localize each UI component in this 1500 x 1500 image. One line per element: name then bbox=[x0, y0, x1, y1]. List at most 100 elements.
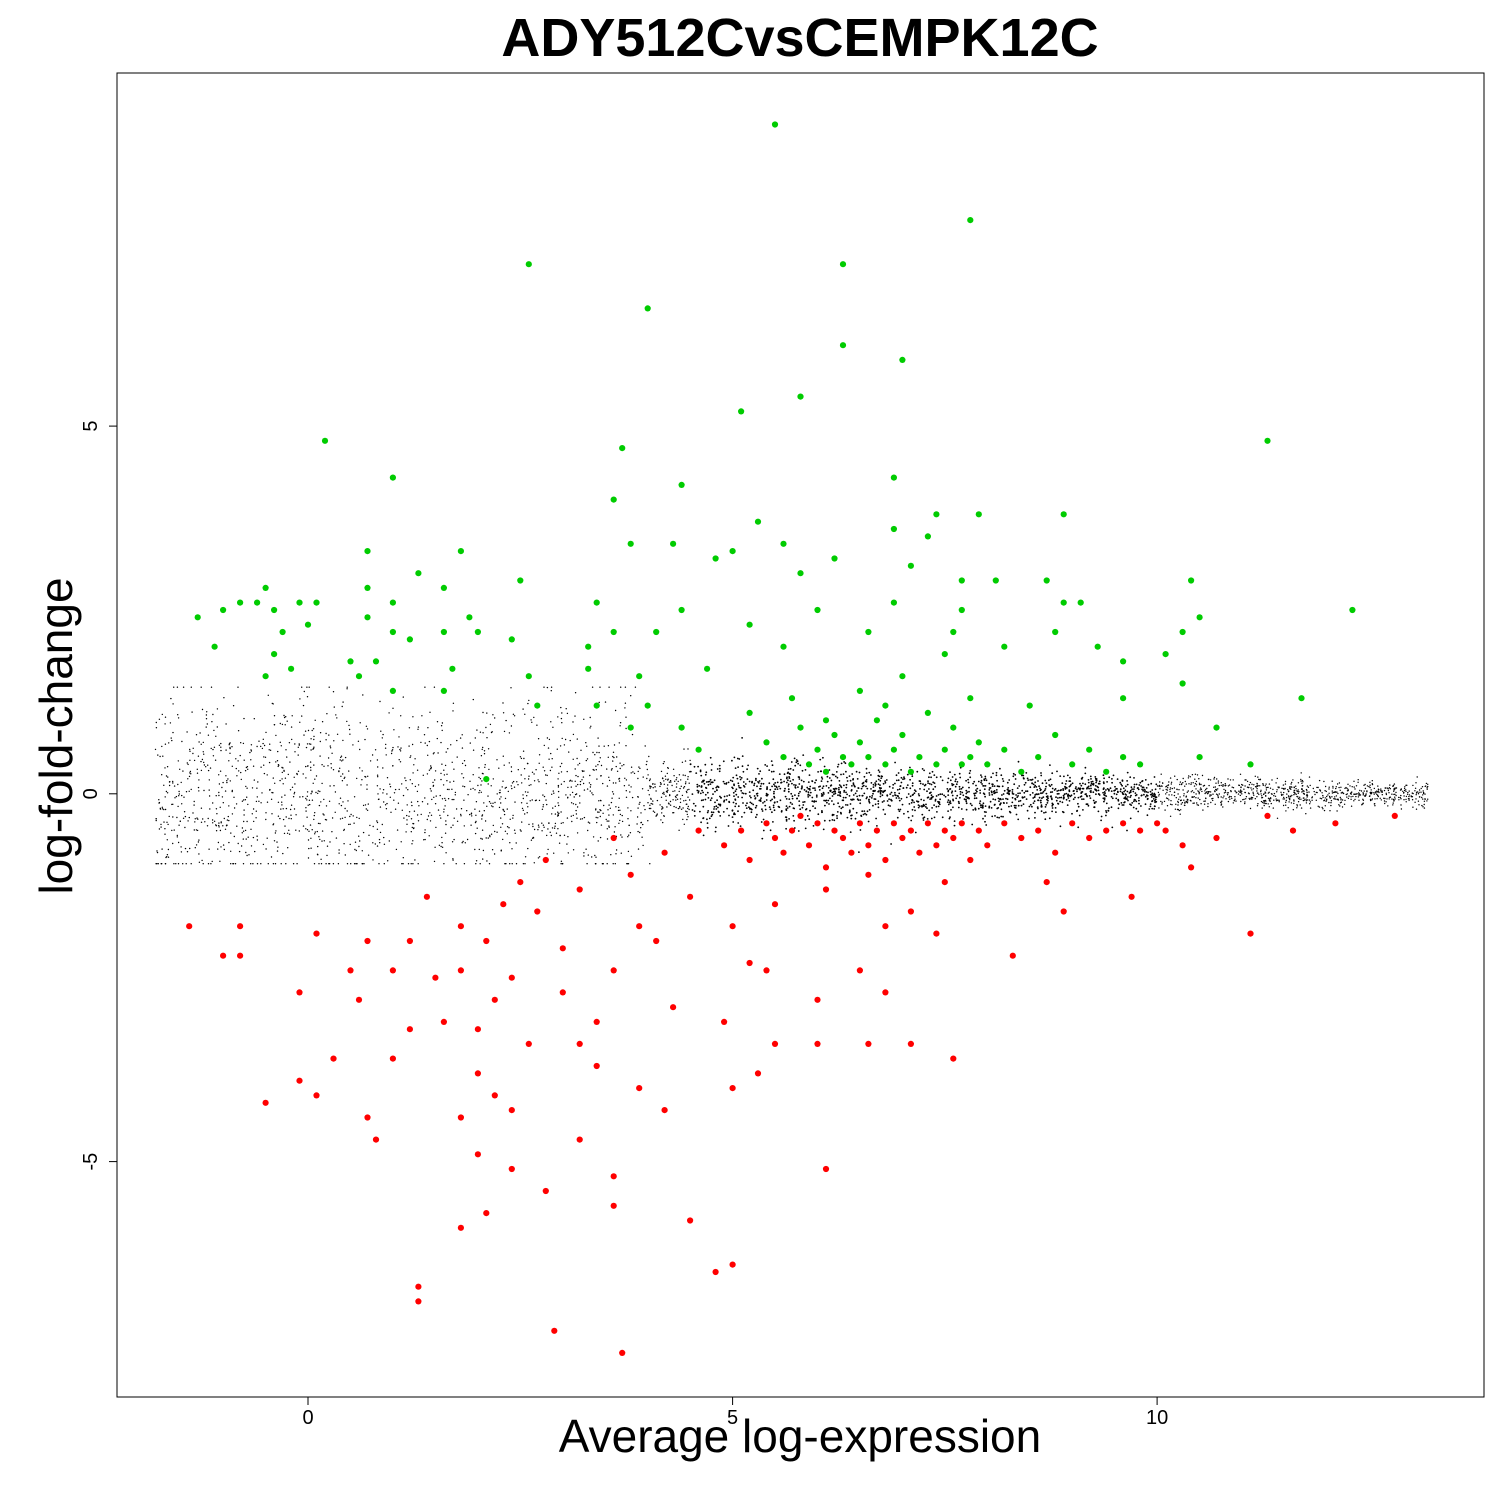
nonsignificant-point bbox=[875, 780, 878, 783]
nonsignificant-point bbox=[570, 786, 572, 788]
nonsignificant-point bbox=[282, 808, 284, 810]
nonsignificant-point bbox=[717, 806, 719, 809]
nonsignificant-point bbox=[896, 788, 899, 791]
nonsignificant-point bbox=[1212, 799, 1214, 802]
nonsignificant-point bbox=[824, 799, 827, 802]
nonsignificant-point bbox=[255, 800, 258, 803]
nonsignificant-point bbox=[1309, 803, 1311, 805]
nonsignificant-point bbox=[511, 782, 514, 784]
nonsignificant-point bbox=[600, 775, 602, 777]
nonsignificant-point bbox=[155, 819, 157, 822]
nonsignificant-point bbox=[600, 764, 603, 767]
nonsignificant-point bbox=[1158, 807, 1160, 809]
nonsignificant-point bbox=[726, 807, 728, 810]
nonsignificant-point bbox=[1289, 787, 1291, 790]
nonsignificant-point bbox=[960, 808, 963, 810]
x-tick-label: 0 bbox=[302, 1407, 313, 1429]
nonsignificant-point bbox=[486, 860, 488, 862]
nonsignificant-point bbox=[1408, 794, 1411, 796]
nonsignificant-point bbox=[630, 855, 633, 857]
nonsignificant-point bbox=[1415, 792, 1418, 794]
nonsignificant-point bbox=[344, 756, 347, 759]
nonsignificant-point bbox=[855, 811, 858, 814]
nonsignificant-point bbox=[565, 708, 567, 710]
nonsignificant-point bbox=[1388, 798, 1390, 800]
nonsignificant-point bbox=[579, 783, 582, 786]
nonsignificant-point bbox=[688, 782, 690, 784]
downregulated-point bbox=[839, 834, 847, 842]
nonsignificant-point bbox=[639, 767, 641, 770]
nonsignificant-point bbox=[783, 790, 786, 792]
nonsignificant-point bbox=[1227, 778, 1229, 780]
upregulated-point bbox=[525, 261, 532, 268]
nonsignificant-point bbox=[822, 785, 825, 788]
nonsignificant-point bbox=[1158, 793, 1160, 796]
nonsignificant-point bbox=[743, 786, 746, 788]
nonsignificant-point bbox=[1223, 788, 1225, 791]
nonsignificant-point bbox=[686, 818, 688, 821]
upregulated-point bbox=[975, 739, 982, 746]
nonsignificant-point bbox=[513, 715, 516, 717]
nonsignificant-point bbox=[799, 808, 802, 811]
nonsignificant-point bbox=[1267, 803, 1269, 805]
nonsignificant-point bbox=[736, 757, 739, 760]
nonsignificant-point bbox=[846, 793, 848, 796]
nonsignificant-point bbox=[1041, 782, 1044, 785]
nonsignificant-point bbox=[1185, 795, 1188, 797]
nonsignificant-point bbox=[441, 729, 443, 732]
nonsignificant-point bbox=[277, 846, 279, 848]
nonsignificant-point bbox=[190, 788, 192, 791]
nonsignificant-point bbox=[492, 806, 494, 808]
nonsignificant-point bbox=[203, 761, 205, 764]
nonsignificant-point bbox=[291, 715, 293, 717]
nonsignificant-point bbox=[801, 785, 803, 788]
nonsignificant-point bbox=[1084, 772, 1087, 775]
nonsignificant-point bbox=[992, 790, 995, 793]
nonsignificant-point bbox=[973, 792, 975, 795]
nonsignificant-point bbox=[798, 776, 801, 779]
nonsignificant-point bbox=[1130, 794, 1132, 797]
nonsignificant-point bbox=[446, 788, 449, 791]
downregulated-point bbox=[933, 930, 940, 937]
nonsignificant-point bbox=[281, 771, 283, 774]
nonsignificant-point bbox=[955, 778, 957, 781]
downregulated-point bbox=[670, 1004, 677, 1011]
nonsignificant-point bbox=[865, 797, 868, 800]
downregulated-point bbox=[653, 937, 660, 945]
upregulated-point bbox=[941, 651, 948, 658]
nonsignificant-point bbox=[998, 798, 1001, 800]
nonsignificant-point bbox=[1358, 793, 1361, 795]
nonsignificant-point bbox=[815, 779, 817, 782]
nonsignificant-point bbox=[855, 770, 858, 773]
nonsignificant-point bbox=[239, 754, 241, 757]
nonsignificant-point bbox=[503, 730, 506, 733]
nonsignificant-point bbox=[228, 760, 230, 762]
nonsignificant-point bbox=[377, 766, 379, 768]
nonsignificant-point bbox=[771, 785, 773, 788]
nonsignificant-point bbox=[1007, 789, 1010, 792]
nonsignificant-point bbox=[1017, 760, 1020, 763]
nonsignificant-point bbox=[1406, 784, 1408, 786]
nonsignificant-point bbox=[659, 785, 661, 788]
nonsignificant-point bbox=[321, 721, 324, 723]
nonsignificant-point bbox=[877, 783, 880, 786]
nonsignificant-point bbox=[488, 863, 491, 865]
nonsignificant-point bbox=[303, 734, 305, 736]
nonsignificant-point bbox=[949, 800, 952, 803]
upregulated-point bbox=[839, 754, 847, 761]
nonsignificant-point bbox=[1263, 804, 1265, 807]
nonsignificant-point bbox=[870, 788, 872, 790]
nonsignificant-point bbox=[157, 754, 159, 756]
nonsignificant-point bbox=[1127, 799, 1129, 802]
nonsignificant-point bbox=[472, 787, 474, 790]
nonsignificant-point bbox=[1168, 799, 1170, 801]
nonsignificant-point bbox=[344, 776, 346, 778]
nonsignificant-point bbox=[1376, 793, 1378, 796]
nonsignificant-point bbox=[739, 778, 742, 781]
nonsignificant-point bbox=[1026, 777, 1029, 780]
nonsignificant-point bbox=[287, 773, 289, 776]
nonsignificant-point bbox=[432, 785, 434, 787]
nonsignificant-point bbox=[840, 807, 843, 810]
nonsignificant-point bbox=[273, 724, 276, 726]
nonsignificant-point bbox=[1338, 804, 1340, 806]
